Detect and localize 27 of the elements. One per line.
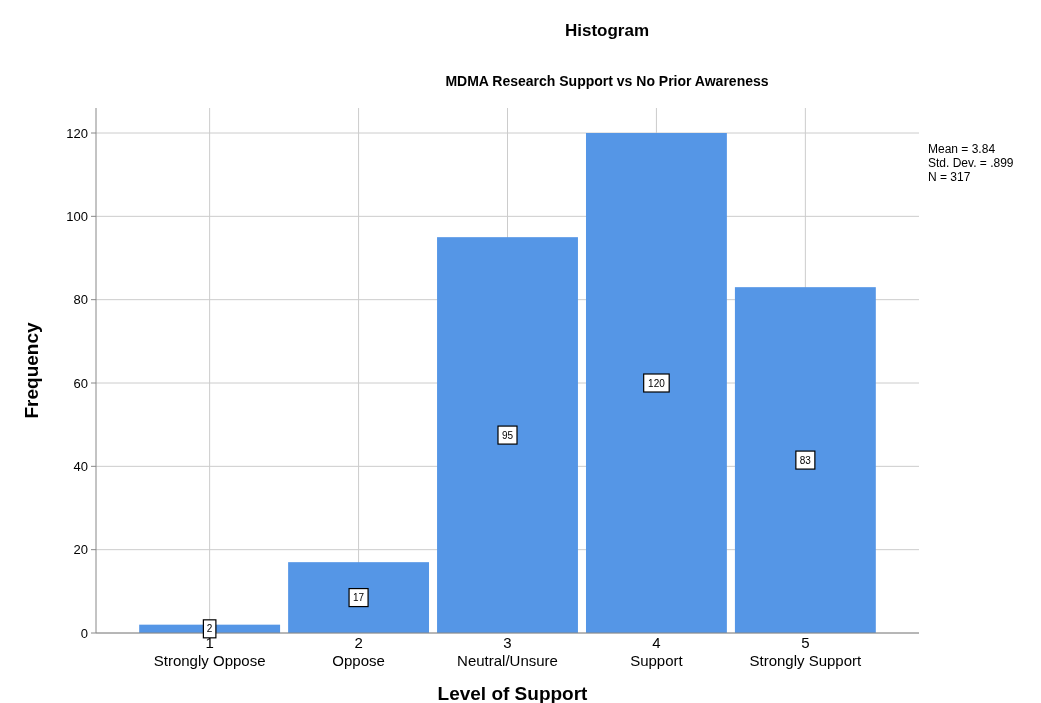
x-tick-label: 5 Strongly Support <box>749 634 863 669</box>
x-tick-label: 1 Strongly Oppose <box>153 634 266 669</box>
data-label: 95 <box>501 429 514 441</box>
y-tick-label: 40 <box>73 458 88 474</box>
bar <box>734 287 876 633</box>
bar <box>288 562 430 633</box>
data-label: 120 <box>648 377 666 389</box>
bar <box>585 133 727 633</box>
data-label: 2 <box>206 623 213 635</box>
data-label: 83 <box>799 454 812 466</box>
x-tick-label: 3 Neutral/Unsure <box>457 634 558 669</box>
y-tick-label: 100 <box>66 208 88 224</box>
y-tick-label: 80 <box>73 292 88 308</box>
bar <box>437 237 578 633</box>
y-tick-label: 20 <box>73 542 88 558</box>
text: Mean = 3.84 <box>928 142 996 156</box>
text: Std. Dev. = .899 <box>928 156 1014 170</box>
y-tick-label: 0 <box>80 625 88 641</box>
text: N = 317 <box>928 170 971 184</box>
x-tick-label: 2 Oppose <box>332 634 385 669</box>
data-label: 17 <box>353 592 365 604</box>
x-tick-label: 4 Support <box>630 634 684 669</box>
chart-subtitle: MDMA Research Support vs No Prior Awareness <box>445 73 769 89</box>
y-axis-title: Frequency <box>21 322 42 419</box>
y-tick-label: 120 <box>66 125 88 141</box>
y-tick-label: 60 <box>73 375 88 391</box>
chart-title: Histogram <box>564 21 650 40</box>
